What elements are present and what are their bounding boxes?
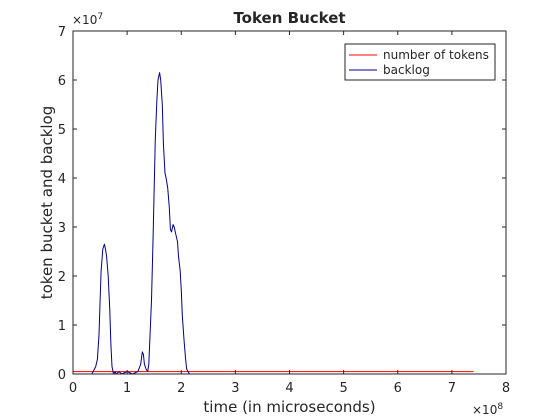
y-axis-label: token bucket and backlog [38, 106, 56, 300]
x-tick-label: 1 [123, 381, 131, 396]
y-tick-label: 0 [58, 368, 66, 383]
x-tick-label: 3 [231, 381, 239, 396]
y-tick-label: 4 [58, 172, 66, 187]
x-tick-label: 8 [502, 381, 510, 396]
ticks-layer: 0 1 2 3 4 5 6 7 8 0 1 2 3 4 5 6 7 [58, 25, 510, 396]
x-tick-label: 7 [448, 381, 456, 396]
legend: number of tokens backlog [344, 43, 496, 81]
x-tick-label: 6 [394, 381, 402, 396]
y-tick-label: 3 [58, 221, 66, 236]
x-tick-label: 2 [177, 381, 185, 396]
x-axis-exponent: ×108 [472, 402, 503, 417]
x-tick-label: 0 [69, 381, 77, 396]
y-tick-label: 2 [58, 270, 66, 285]
x-axis-label: time (in microseconds) [203, 398, 375, 416]
y-tick-label: 6 [58, 74, 66, 89]
x-tick-label: 5 [339, 381, 347, 396]
y-axis-exponent-value: 7 [97, 12, 103, 22]
y-tick-label: 7 [58, 25, 66, 40]
x-axis-multiplier: ×10 [472, 403, 497, 417]
y-axis-exponent: ×107 [72, 12, 103, 27]
series-line-backlog [73, 72, 474, 375]
y-tick-label: 5 [58, 123, 66, 138]
legend-label-number-of-tokens: number of tokens [383, 48, 489, 62]
series-layer [73, 72, 474, 375]
x-axis-exponent-value: 8 [497, 402, 503, 412]
plot-area [73, 31, 506, 374]
legend-label-backlog: backlog [383, 63, 430, 77]
y-axis-multiplier: ×10 [72, 13, 97, 27]
x-tick-label: 4 [285, 381, 293, 396]
chart-title: Token Bucket [233, 9, 345, 27]
legend-box [344, 43, 496, 81]
y-tick-label: 1 [58, 319, 66, 334]
